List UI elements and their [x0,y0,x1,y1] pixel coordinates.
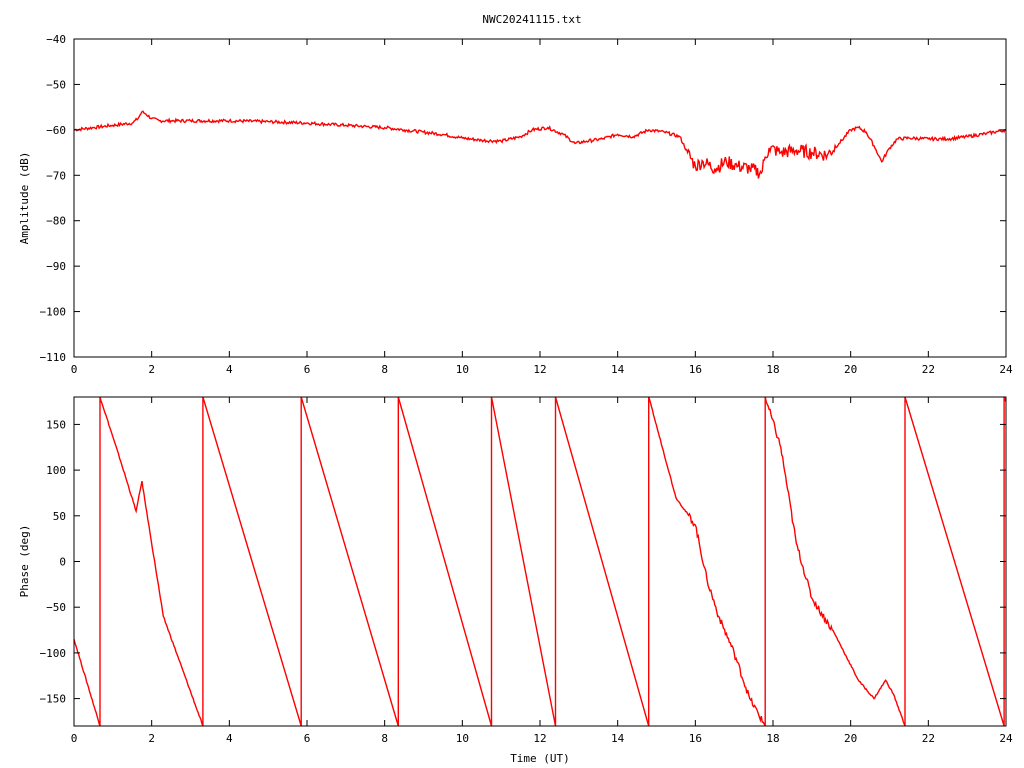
y-tick-label: −40 [46,33,66,46]
y-tick-label: −80 [46,215,66,228]
x-tick-label: 6 [304,363,311,376]
y-tick-label: 100 [46,464,66,477]
y-tick-label: −150 [40,693,67,706]
y-tick-label: −50 [46,601,66,614]
x-tick-label: 22 [922,363,935,376]
amplitude-axis-ticks: 0 2 4 6 8 10 12 14 16 18 20 22 24−40−50−60−70−80−90−… [40,33,1013,376]
y-tick-label: 50 [53,510,66,523]
phase-series-layer [73,396,1007,727]
x-tick-label: 22 [922,732,935,745]
y-tick-label: −100 [40,306,67,319]
chart-title: NWC20241115.txt [482,13,581,26]
x-tick-label: 0 [71,732,78,745]
y-tick-label: −100 [40,647,67,660]
x-tick-label: 16 [689,732,702,745]
x-tick-label: 2 [148,363,155,376]
x-tick-label: 20 [844,363,857,376]
y-tick-label: 0 [59,556,66,569]
x-tick-label: 12 [533,363,546,376]
phase-axis-ticks: 0 2 4 6 8 10 12 14 16 18 20 22 24150100500−50−100−15… [40,397,1013,745]
amp-series-line [73,110,1007,179]
x-tick-label: 14 [611,363,625,376]
x-tick-label: 4 [226,732,233,745]
x-tick-label: 2 [148,732,155,745]
x-tick-label: 20 [844,732,857,745]
y-tick-label: 150 [46,418,66,431]
y-tick-label: −50 [46,78,66,91]
x-tick-label: 24 [999,732,1013,745]
amplitude-y-axis-label: Amplitude (dB) [18,152,31,245]
x-tick-label: 14 [611,732,625,745]
x-tick-label: 0 [71,363,78,376]
x-tick-label: 12 [533,732,546,745]
y-tick-label: −60 [46,124,66,137]
phase-series-line [73,396,1007,727]
x-tick-label: 4 [226,363,233,376]
y-tick-label: −110 [40,351,67,364]
x-tick-label: 10 [456,732,469,745]
x-tick-label: 10 [456,363,469,376]
amplitude-series-layer [73,110,1007,179]
x-tick-label: 8 [381,732,388,745]
y-tick-label: −90 [46,260,66,273]
phase-plot-frame [73,396,1007,727]
x-tick-label: 6 [304,732,311,745]
phase-x-axis-label: Time (UT) [510,752,570,765]
phase-plot: 0 2 4 6 8 10 12 14 16 18 20 22 24150100500−50−100−15… [18,396,1013,765]
phase-y-axis-label: Phase (deg) [18,525,31,598]
y-tick-label: −70 [46,169,66,182]
amplitude-plot: 0 2 4 6 8 10 12 14 16 18 20 22 24−40−50−60−70−80−90−… [18,33,1013,376]
x-tick-label: 16 [689,363,702,376]
x-tick-label: 18 [766,732,779,745]
x-tick-label: 24 [999,363,1013,376]
x-tick-label: 8 [381,363,388,376]
amplitude-plot-frame [73,38,1007,358]
x-tick-label: 18 [766,363,779,376]
